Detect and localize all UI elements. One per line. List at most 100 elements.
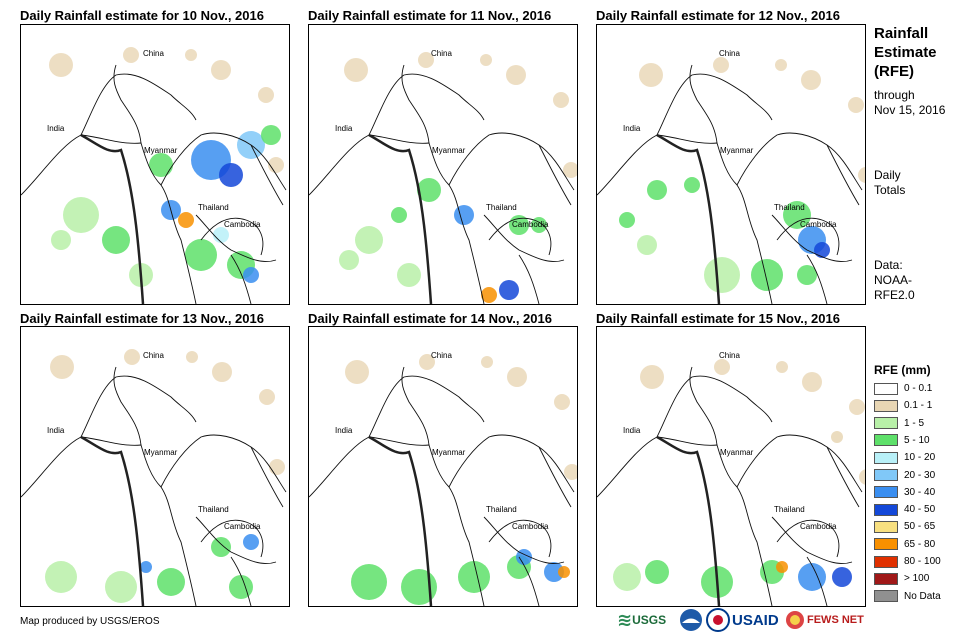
light-rain-area <box>481 356 493 368</box>
map-canvas <box>21 349 287 606</box>
light-rain-area <box>563 162 577 178</box>
border-line <box>776 519 840 558</box>
rainfall-area <box>544 562 564 582</box>
through-value: Nov 15, 2016 <box>874 103 946 117</box>
light-rain-area <box>418 52 434 68</box>
rainfall-area <box>105 571 137 603</box>
rainfall-area <box>481 287 497 303</box>
legend-label: > 100 <box>904 573 930 585</box>
rainfall-area <box>832 567 852 587</box>
rainfall-area <box>261 125 281 145</box>
rainfall-area <box>531 217 547 233</box>
border-line <box>250 144 284 206</box>
fewsnet-logo-text: FEWS NET <box>807 614 864 626</box>
rainfall-area <box>45 561 77 593</box>
border-line <box>448 132 575 191</box>
fewsnet-logo: FEWS NET <box>785 608 864 632</box>
rainfall-area <box>157 568 185 596</box>
country-label-india: India <box>47 124 65 133</box>
legend-item: > 100 <box>874 571 929 586</box>
rainfall-area <box>831 431 843 443</box>
rainfall-map-3: China India Myanmar Thailand Cambodia <box>596 24 866 305</box>
border-line <box>80 375 197 438</box>
legend-swatch <box>874 590 898 603</box>
rainfall-area <box>243 534 259 550</box>
light-rain-area <box>50 355 74 379</box>
light-rain-area <box>553 92 569 108</box>
legend-item: 40 - 50 <box>874 502 935 517</box>
light-rain-area <box>212 362 232 382</box>
legend-label: 65 - 80 <box>904 538 936 550</box>
border-line <box>200 217 264 256</box>
light-rain-area <box>123 47 139 63</box>
light-rain-area <box>714 359 730 375</box>
rainfall-area <box>397 263 421 287</box>
border-line <box>483 214 565 262</box>
data-source-line: NOAA- <box>874 273 913 287</box>
legend-item: 30 - 40 <box>874 485 935 500</box>
rainfall-area <box>355 226 383 254</box>
border-line <box>401 366 430 446</box>
coastline <box>656 435 721 606</box>
rainfall-area <box>149 153 173 177</box>
border-line <box>160 434 287 493</box>
rainfall-area <box>351 564 387 600</box>
light-rain-area <box>344 58 368 82</box>
rainfall-area <box>516 549 532 565</box>
light-rain-area <box>801 70 821 90</box>
rainfall-area <box>637 235 657 255</box>
through-date: through Nov 15, 2016 <box>874 88 945 118</box>
country-label-cambodia: Cambodia <box>800 522 837 531</box>
country-label-china: China <box>431 351 452 360</box>
border-line <box>113 366 142 446</box>
light-rain-area <box>258 87 274 103</box>
daily-label: Daily <box>874 168 901 182</box>
rainfall-area <box>619 212 635 228</box>
border-line <box>771 214 853 262</box>
map-canvas <box>309 354 577 606</box>
side-title-line: Estimate <box>874 44 937 61</box>
legend-swatch <box>874 434 898 447</box>
border-line <box>401 64 430 144</box>
country-label-myanmar: Myanmar <box>432 146 466 155</box>
border-line <box>518 556 540 606</box>
usgs-logo-text: USGS <box>632 613 667 627</box>
border-line <box>309 436 485 606</box>
border-line <box>113 64 142 144</box>
light-rain-area <box>49 53 73 77</box>
coastline <box>80 133 145 304</box>
legend-label: 1 - 5 <box>904 417 925 429</box>
border-line <box>200 519 264 558</box>
legend-item: 50 - 65 <box>874 519 935 534</box>
rainfall-area <box>558 566 570 578</box>
light-rain-area <box>506 65 526 85</box>
rainfall-area <box>684 177 700 193</box>
rainfall-area <box>140 561 152 573</box>
country-label-myanmar: Myanmar <box>720 146 754 155</box>
side-title-line: Rainfall <box>874 25 929 42</box>
light-rain-area <box>849 399 865 415</box>
side-title-line: (RFE) <box>874 63 914 80</box>
panel-title-5: Daily Rainfall estimate for 14 Nov., 201… <box>308 311 552 326</box>
rainfall-area <box>797 265 817 285</box>
legend-label: 80 - 100 <box>904 556 941 567</box>
country-label-thailand: Thailand <box>198 203 229 212</box>
rainfall-map-2: China India Myanmar Thailand Cambodia <box>308 24 578 305</box>
rainfall-area <box>776 561 788 573</box>
legend-swatch <box>874 520 898 533</box>
legend-swatch <box>874 572 898 585</box>
light-rain-area <box>776 361 788 373</box>
light-rain-area <box>564 464 577 480</box>
rainfall-area <box>458 561 490 593</box>
map-canvas <box>597 359 865 606</box>
rainfall-area <box>219 163 243 187</box>
legend-swatch <box>874 451 898 464</box>
light-rain-area <box>185 49 197 61</box>
border-line <box>806 254 828 304</box>
legend-swatch <box>874 469 898 481</box>
light-rain-area <box>480 54 492 66</box>
legend-item: No Data <box>874 589 941 604</box>
noaa-logo <box>679 608 703 632</box>
border-line <box>771 516 853 564</box>
legend-swatch <box>874 382 898 395</box>
